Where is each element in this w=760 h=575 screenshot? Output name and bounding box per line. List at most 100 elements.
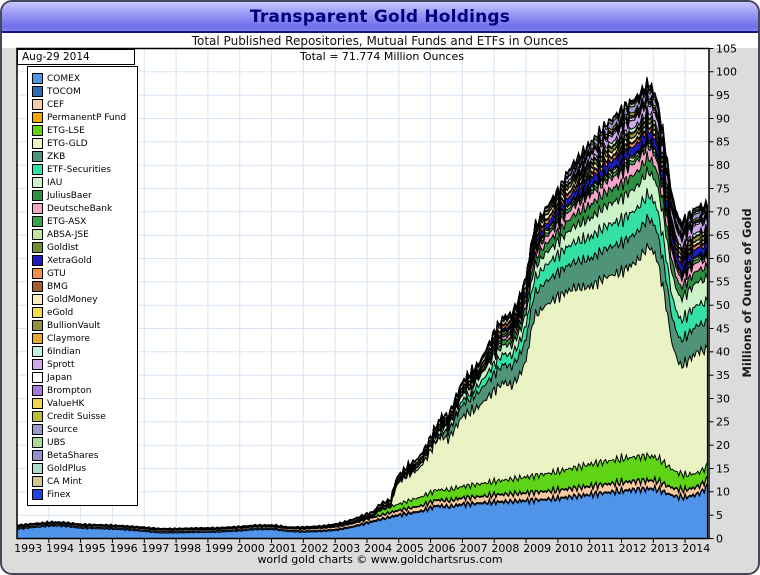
legend-item: BetaShares xyxy=(32,449,134,462)
legend-swatch xyxy=(32,411,43,422)
legend-swatch xyxy=(32,398,43,409)
legend-item: DeutscheBank xyxy=(32,202,134,215)
legend-swatch xyxy=(32,242,43,253)
legend-label: ETG-ASX xyxy=(47,216,87,227)
area-COMEX xyxy=(17,482,708,539)
legend-swatch xyxy=(32,138,43,149)
legend-swatch xyxy=(32,99,43,110)
legend-label: Credit Suisse xyxy=(47,411,106,422)
legend-item: ABSA-JSE xyxy=(32,228,134,241)
x-tick-label: 1993 xyxy=(14,542,42,555)
legend-item: XetraGold xyxy=(32,254,134,267)
x-tick-label: 2006 xyxy=(428,542,456,555)
y-tick-label: 95 xyxy=(716,89,730,102)
y-tick-label: 60 xyxy=(716,252,730,265)
legend-swatch xyxy=(32,229,43,240)
legend-swatch xyxy=(32,450,43,461)
legend-swatch xyxy=(32,164,43,175)
y-tick-label: 85 xyxy=(716,136,730,149)
legend-item: Claymore xyxy=(32,332,134,345)
legend-label: Source xyxy=(47,424,78,435)
legend-swatch xyxy=(32,151,43,162)
legend-label: Japan xyxy=(47,372,73,383)
y-tick-label: 10 xyxy=(716,486,730,499)
legend-item: eGold xyxy=(32,306,134,319)
y-tick-label: 75 xyxy=(716,182,730,195)
legend-label: ETF-Securities xyxy=(47,164,111,175)
x-tick-label: 2002 xyxy=(301,542,329,555)
legend-item: COMEX xyxy=(32,72,134,85)
legend-swatch xyxy=(32,86,43,97)
date-box: Aug-29 2014 xyxy=(17,49,135,65)
legend-swatch xyxy=(32,307,43,318)
date-label: Aug-29 2014 xyxy=(22,51,90,63)
legend-item: 6Indian xyxy=(32,345,134,358)
y-tick-label: 15 xyxy=(716,462,730,475)
legend-label: ZKB xyxy=(47,151,66,162)
legend-item: PermanentP Fund xyxy=(32,111,134,124)
legend-label: COMEX xyxy=(47,73,80,84)
total-annotation: Total = 71.774 Million Ounces xyxy=(300,50,464,63)
legend-item: ETG-GLD xyxy=(32,137,134,150)
legend-item: Source xyxy=(32,423,134,436)
legend-swatch xyxy=(32,489,43,500)
legend-label: CEF xyxy=(47,99,65,110)
legend-item: ETG-ASX xyxy=(32,215,134,228)
legend-label: GTU xyxy=(47,268,66,279)
legend-item: UBS xyxy=(32,436,134,449)
x-tick-label: 2003 xyxy=(332,542,360,555)
legend-item: GoldMoney xyxy=(32,293,134,306)
y-tick-label: 50 xyxy=(716,299,730,312)
y-tick-label: 30 xyxy=(716,392,730,405)
legend-label: eGold xyxy=(47,307,74,318)
legend-label: TOCOM xyxy=(47,86,81,97)
x-tick-label: 2004 xyxy=(364,542,392,555)
legend-item: JuliusBaer xyxy=(32,189,134,202)
legend-swatch xyxy=(32,359,43,370)
legend-label: Brompton xyxy=(47,385,92,396)
x-tick-label: 2001 xyxy=(269,542,297,555)
x-tick-label: 2009 xyxy=(523,542,551,555)
legend-swatch xyxy=(32,125,43,136)
legend-label: CA Mint xyxy=(47,476,82,487)
legend-item: CEF xyxy=(32,98,134,111)
plot-border xyxy=(16,47,710,540)
legend-item: Finex xyxy=(32,488,134,501)
page-title: Transparent Gold Holdings xyxy=(249,6,511,27)
legend-label: 6Indian xyxy=(47,346,81,357)
y-tick-label: 40 xyxy=(716,346,730,359)
y-tick-label: 90 xyxy=(716,112,730,125)
x-tick-label: 2010 xyxy=(555,542,583,555)
legend-label: BMG xyxy=(47,281,68,292)
legend-label: JuliusBaer xyxy=(47,190,92,201)
legend-item: Japan xyxy=(32,371,134,384)
y-tick-label: 5 xyxy=(716,509,723,522)
legend-box: COMEX TOCOM CEF PermanentP Fund ETG-LSE ETG-G… xyxy=(27,66,138,506)
legend-label: GoldPlus xyxy=(47,463,87,474)
legend-label: UBS xyxy=(47,437,66,448)
legend-label: Finex xyxy=(47,489,71,500)
legend-item: GTU xyxy=(32,267,134,280)
legend-label: ETG-LSE xyxy=(47,125,85,136)
legend-item: ZKB xyxy=(32,150,134,163)
x-tick-label: 1998 xyxy=(173,542,201,555)
y-tick-label: 55 xyxy=(716,276,730,289)
legend-item: Brompton xyxy=(32,384,134,397)
legend-item: BullionVault xyxy=(32,319,134,332)
legend-label: GoldIst xyxy=(47,242,79,253)
x-tick-label: 1995 xyxy=(78,542,106,555)
legend-label: BullionVault xyxy=(47,320,101,331)
y-tick-label: 0 xyxy=(716,532,723,545)
legend-item: ETG-LSE xyxy=(32,124,134,137)
legend-swatch xyxy=(32,463,43,474)
legend-swatch xyxy=(32,385,43,396)
axes: 0 5 10 15 20 25 30 35 40 45 50 55 60 65 70 75 80 85 90 95 10… xyxy=(14,42,737,555)
legend-item: GoldIst xyxy=(32,241,134,254)
y-tick-label: 25 xyxy=(716,416,730,429)
legend-label: DeutscheBank xyxy=(47,203,113,214)
y-tick-label: 80 xyxy=(716,159,730,172)
footer-credit: world gold charts © www.goldchartsrus.co… xyxy=(257,553,503,566)
legend-item: CA Mint xyxy=(32,475,134,488)
legend-swatch xyxy=(32,216,43,227)
